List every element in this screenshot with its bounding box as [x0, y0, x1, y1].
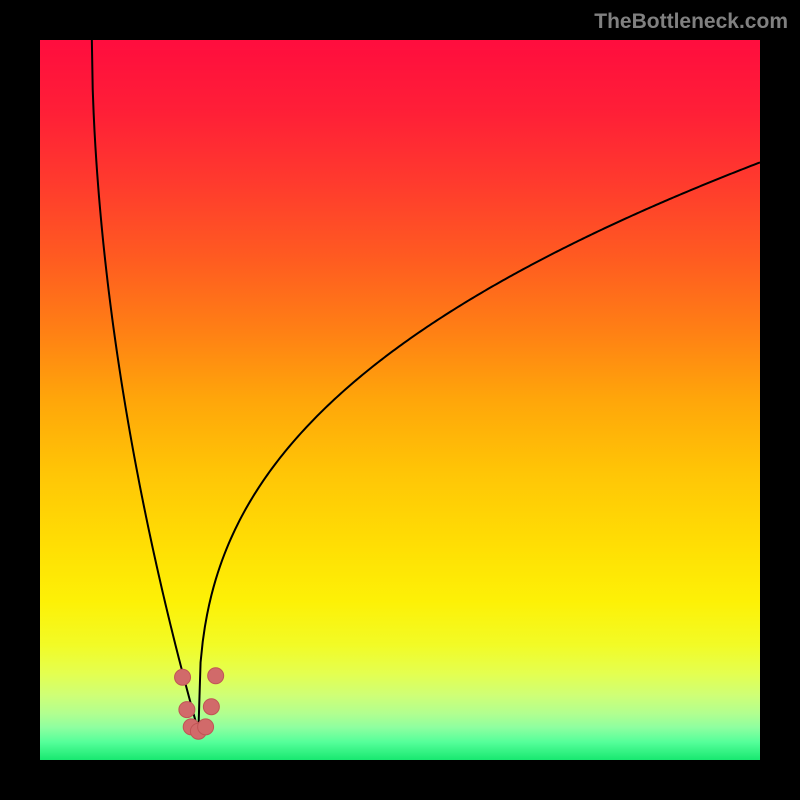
curve-marker	[175, 669, 191, 685]
curve-marker	[198, 719, 214, 735]
bottleneck-chart	[0, 0, 800, 800]
plot-background	[40, 40, 760, 760]
curve-marker	[208, 668, 224, 684]
watermark-text: TheBottleneck.com	[594, 10, 788, 34]
curve-marker	[179, 702, 195, 718]
curve-marker	[203, 699, 219, 715]
